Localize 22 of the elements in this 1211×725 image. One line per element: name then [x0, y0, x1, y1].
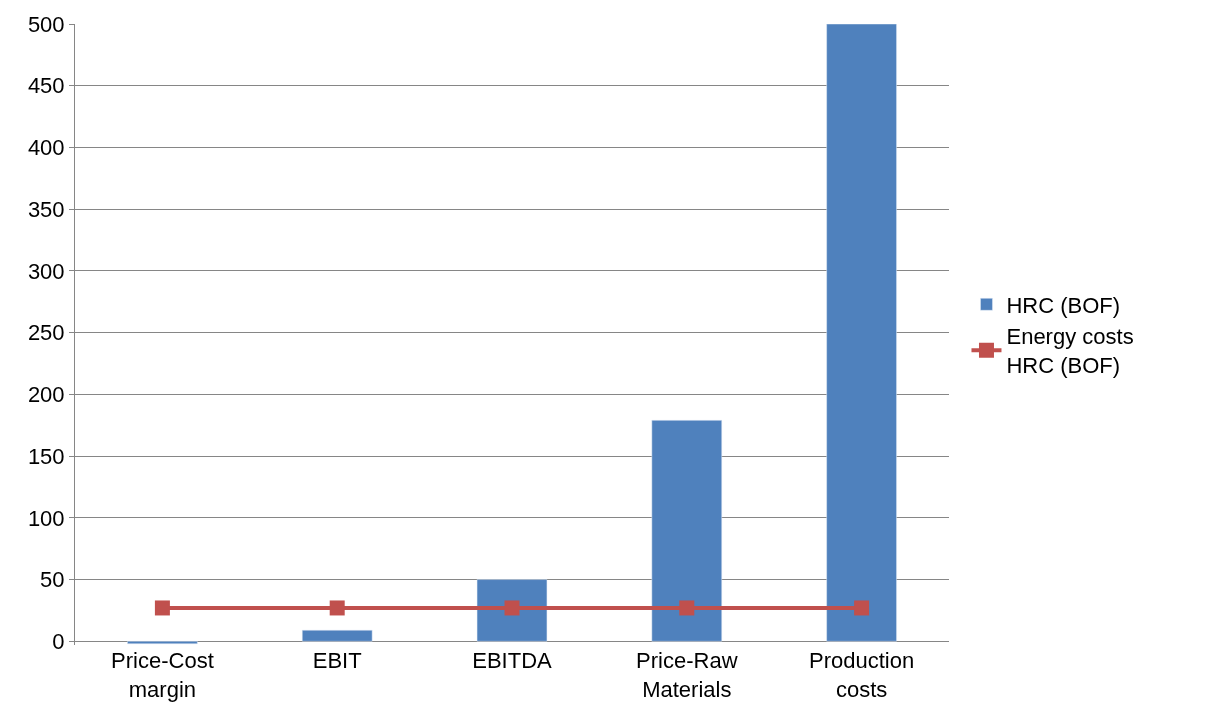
y-tick-label: 0 — [52, 629, 65, 654]
y-tick-label: 100 — [27, 505, 65, 531]
y-tick-label: 450 — [27, 73, 65, 99]
y-tick-label: 150 — [27, 443, 65, 469]
x-tick-label: Production costs — [809, 648, 915, 702]
y-tick-label: 300 — [27, 258, 65, 284]
bar — [301, 629, 373, 642]
y-tick-label: 350 — [27, 196, 65, 222]
y-tick-label: 400 — [27, 135, 65, 161]
x-tick-label: Price-Cost margin — [111, 648, 214, 702]
x-tick-label: Price-Raw Materials — [636, 648, 738, 702]
y-tick-label: 500 — [27, 11, 65, 37]
bar — [826, 24, 897, 642]
y-tick-label: 50 — [40, 567, 65, 593]
x-tick-label: EBITDA — [472, 648, 553, 673]
x-tick-label: EBIT — [312, 648, 362, 673]
legend-label: HRC (BOF) — [1006, 292, 1121, 318]
y-tick-label: 200 — [27, 382, 65, 408]
legend-label: Energy costs HRC (BOF) — [1006, 324, 1134, 379]
y-tick-label: 250 — [27, 320, 65, 346]
bar — [127, 641, 198, 645]
bar — [651, 420, 723, 642]
